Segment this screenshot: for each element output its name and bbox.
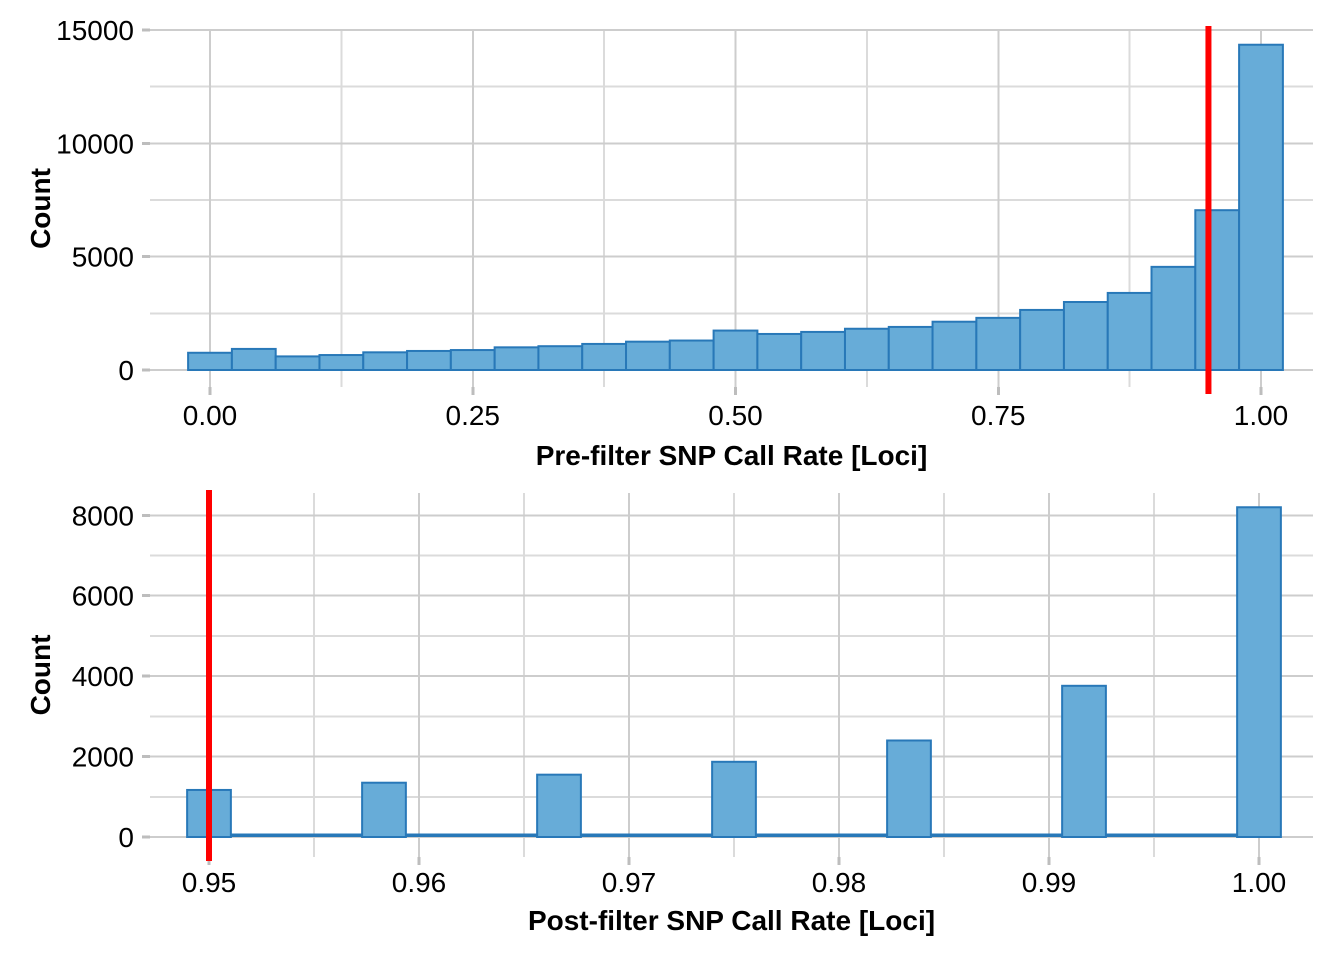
y-axis-tick-label: 15000 — [56, 15, 134, 46]
histogram-bar — [887, 325, 934, 371]
histogram-bar — [931, 320, 978, 372]
y-axis-tick-label: 2000 — [72, 742, 134, 773]
histogram-bar — [625, 340, 671, 371]
histogram-bar — [886, 739, 932, 838]
y-axis-tick-label: 8000 — [72, 500, 134, 531]
histogram-bar — [1236, 506, 1282, 838]
histogram-bar — [1061, 684, 1107, 839]
histogram-bar — [800, 330, 846, 372]
histogram-bar — [449, 349, 496, 372]
histogram-bar — [1106, 291, 1153, 372]
histogram-bar — [581, 342, 628, 371]
x-axis-tick-label: 0.96 — [392, 867, 447, 898]
histogram-bar — [406, 349, 452, 371]
histogram-bar — [711, 760, 757, 838]
histogram-bar — [1019, 308, 1065, 372]
x-axis-tick-label: 0.25 — [446, 400, 501, 431]
x-axis-tick-label: 0.00 — [183, 400, 238, 431]
histogram-bar — [318, 354, 365, 371]
histogram-bar — [668, 339, 715, 372]
histogram-bar — [187, 351, 233, 372]
x-axis-tick-label: 1.00 — [1232, 867, 1287, 898]
x-axis-tick-label: 1.00 — [1234, 400, 1289, 431]
pre-filter-histogram: 0 5000 10000 15000 0.00 0.25 0.50 0.75 1.00 Pre-f… — [25, 15, 1313, 471]
y-axis-title: Count — [25, 168, 56, 249]
x-axis-tick-label: 0.50 — [708, 400, 763, 431]
x-axis-tick-label: 0.98 — [812, 867, 867, 898]
histogram-bar — [1194, 209, 1241, 371]
y-axis-title: Count — [25, 635, 56, 716]
x-axis-title: Post-filter SNP Call Rate [Loci] — [528, 905, 935, 936]
histogram-bar — [1238, 43, 1284, 372]
y-axis-tick-label: 0 — [118, 822, 134, 853]
y-axis-tick-label: 0 — [118, 355, 134, 386]
histogram-bar — [712, 329, 759, 371]
histogram-bar — [537, 345, 584, 371]
histogram-bar — [843, 327, 890, 372]
x-axis-tick-label: 0.75 — [971, 400, 1026, 431]
y-axis-tick-label: 6000 — [72, 581, 134, 612]
x-axis-tick-label: 0.99 — [1022, 867, 1077, 898]
histogram-bar — [362, 351, 409, 372]
histogram-bar — [361, 781, 407, 839]
x-axis-title: Pre-filter SNP Call Rate [Loci] — [536, 440, 928, 471]
histogram-bar — [274, 355, 321, 372]
histogram-bar — [1062, 300, 1109, 372]
x-axis-tick-label: 0.97 — [602, 867, 657, 898]
histogram-bar — [975, 316, 1022, 371]
y-axis-tick-label: 5000 — [72, 242, 134, 273]
post-filter-histogram: 0 2000 4000 6000 8000 0.95 0.96 0.97 0.98 0.99 1.0… — [25, 490, 1313, 936]
histogram-bar — [1150, 265, 1197, 371]
histogram-bar — [756, 332, 803, 372]
y-axis-tick-label: 4000 — [72, 661, 134, 692]
histogram-bar — [493, 346, 540, 372]
x-axis-tick-label: 0.95 — [182, 867, 237, 898]
y-axis-tick-label: 10000 — [56, 128, 134, 159]
histogram-bar — [536, 773, 582, 839]
histogram-bar — [230, 347, 277, 372]
